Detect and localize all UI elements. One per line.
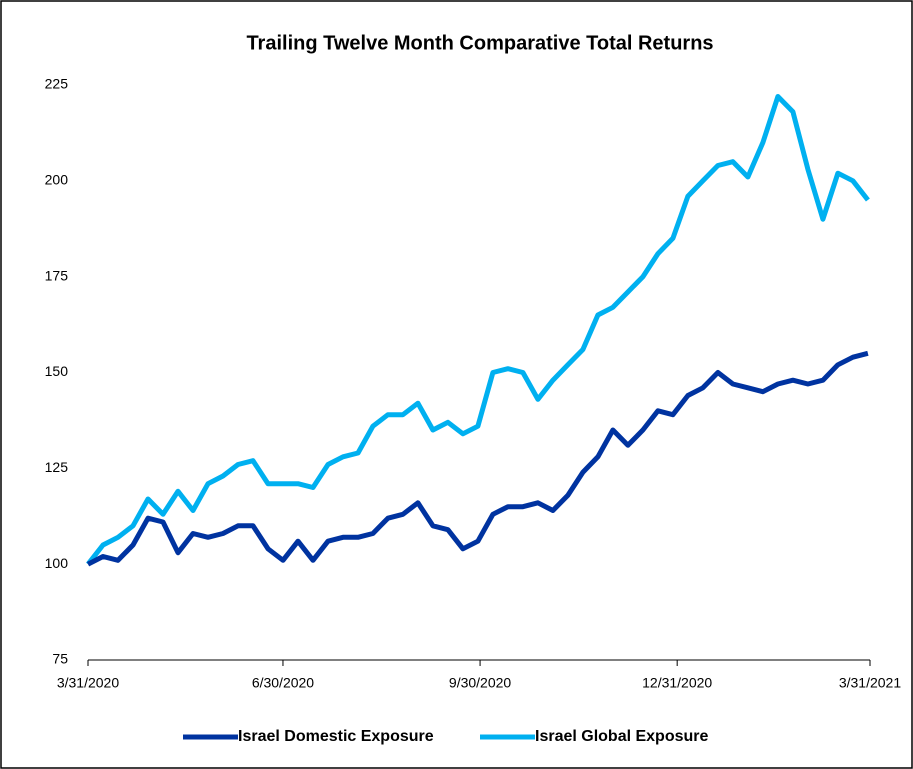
y-tick-label: 150 [45,363,69,379]
line-series [86,350,869,567]
x-tick-label: 12/31/2020 [642,675,712,691]
x-tick-label: 3/31/2020 [57,675,119,691]
legend-label: Israel Global Exposure [535,728,709,745]
x-tick-label: 9/30/2020 [449,675,511,691]
y-tick-label: 200 [45,172,69,188]
y-tick-label: 100 [45,555,69,571]
legend-label: Israel Domestic Exposure [238,728,434,745]
y-tick-label: 75 [52,651,68,667]
line-series [86,94,870,566]
x-tick-label: 6/30/2020 [252,675,314,691]
y-tick-label: 175 [45,267,69,283]
y-tick-label: 125 [45,459,69,475]
x-tick-label: 3/31/2021 [839,675,901,691]
y-tick-label: 225 [45,76,69,92]
chart-title: Trailing Twelve Month Comparative Total … [246,32,713,54]
